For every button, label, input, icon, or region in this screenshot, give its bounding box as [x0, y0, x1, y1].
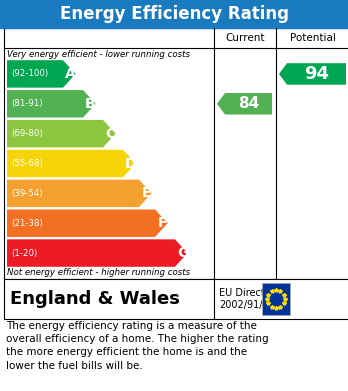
- Text: 84: 84: [238, 96, 259, 111]
- Text: (55-68): (55-68): [11, 159, 43, 168]
- Polygon shape: [7, 120, 116, 147]
- Polygon shape: [7, 239, 188, 267]
- Text: G: G: [177, 246, 188, 260]
- Text: B: B: [85, 97, 96, 111]
- Polygon shape: [7, 150, 135, 177]
- Text: The energy efficiency rating is a measure of the
overall efficiency of a home. T: The energy efficiency rating is a measur…: [6, 321, 269, 371]
- Text: Current: Current: [225, 33, 265, 43]
- Polygon shape: [7, 60, 76, 88]
- Text: Energy Efficiency Rating: Energy Efficiency Rating: [60, 5, 288, 23]
- Text: (69-80): (69-80): [11, 129, 42, 138]
- Text: Potential: Potential: [290, 33, 335, 43]
- Text: (1-20): (1-20): [11, 249, 37, 258]
- Polygon shape: [7, 179, 151, 207]
- Text: D: D: [125, 156, 136, 170]
- Polygon shape: [279, 63, 346, 85]
- Polygon shape: [7, 210, 167, 237]
- Text: E: E: [142, 187, 151, 200]
- Bar: [4, 28, 348, 279]
- Text: C: C: [105, 127, 116, 141]
- Text: England & Wales: England & Wales: [10, 290, 180, 308]
- Text: (21-38): (21-38): [11, 219, 43, 228]
- Text: Not energy efficient - higher running costs: Not energy efficient - higher running co…: [7, 268, 190, 277]
- Polygon shape: [217, 93, 272, 115]
- Bar: [0, 0, 348, 28]
- Bar: [4, 279, 348, 319]
- Bar: [262, 283, 290, 315]
- Text: EU Directive
2002/91/EC: EU Directive 2002/91/EC: [219, 288, 279, 310]
- Text: (81-91): (81-91): [11, 99, 42, 108]
- Text: A: A: [65, 67, 76, 81]
- Polygon shape: [7, 90, 96, 118]
- Text: Very energy efficient - lower running costs: Very energy efficient - lower running co…: [7, 50, 190, 59]
- Text: (39-54): (39-54): [11, 189, 42, 198]
- Text: F: F: [158, 216, 167, 230]
- Text: 94: 94: [304, 65, 329, 83]
- Text: (92-100): (92-100): [11, 70, 48, 79]
